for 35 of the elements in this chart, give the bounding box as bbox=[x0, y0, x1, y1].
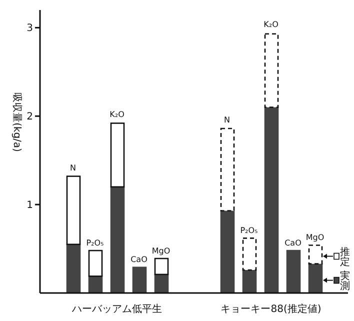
bar bbox=[88, 250, 103, 277]
y-tick-label: 3 bbox=[26, 23, 33, 34]
bar bbox=[308, 244, 323, 264]
text: ハーバッアム低平生 bbox=[71, 303, 162, 315]
text: キョーキー88(推定値) bbox=[220, 303, 322, 315]
bar bbox=[264, 33, 279, 108]
y-tick-label: 1 bbox=[26, 200, 33, 212]
legend-label: 実測 bbox=[340, 270, 350, 292]
bar bbox=[66, 176, 81, 246]
bar bbox=[154, 258, 169, 276]
bar bbox=[308, 263, 323, 293]
annotation: MgO bbox=[152, 246, 170, 256]
bar bbox=[242, 238, 257, 271]
bar bbox=[66, 244, 81, 293]
bar bbox=[286, 250, 301, 293]
bar bbox=[220, 210, 235, 293]
annotation: N bbox=[224, 115, 230, 124]
annotation: CaO bbox=[284, 238, 302, 248]
legend-label: 推定 bbox=[340, 246, 350, 268]
annotation: CaO bbox=[130, 255, 148, 264]
annotation: MgO bbox=[306, 232, 324, 242]
annotation: P₂O₅ bbox=[240, 226, 258, 235]
annotation: K₂O bbox=[264, 20, 278, 30]
bar bbox=[110, 186, 125, 293]
bar bbox=[154, 274, 169, 293]
bar bbox=[264, 106, 279, 293]
annotation: P₂O₅ bbox=[86, 238, 104, 248]
bar bbox=[132, 266, 147, 293]
annotation: N bbox=[70, 163, 76, 172]
y-axis-title: 吸収量(kg/a) bbox=[11, 92, 23, 152]
bar bbox=[220, 128, 235, 212]
bar bbox=[110, 122, 125, 188]
bar bbox=[242, 269, 257, 293]
annotation: K₂O bbox=[110, 110, 124, 119]
y-tick-label: 2 bbox=[26, 112, 33, 123]
